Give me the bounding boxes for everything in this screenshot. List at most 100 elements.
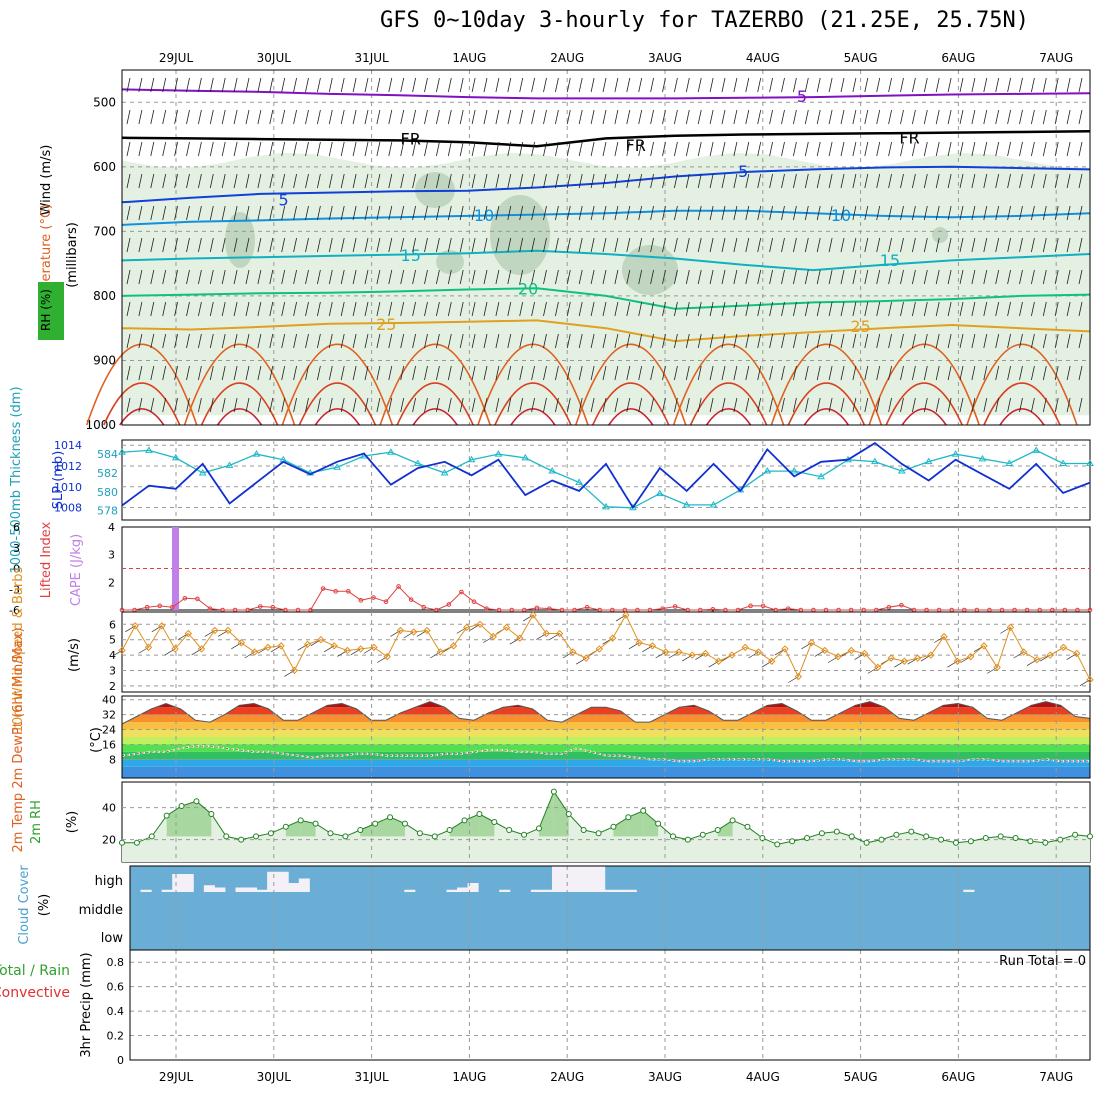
rh-marker bbox=[804, 835, 811, 841]
rh-marker bbox=[312, 820, 319, 827]
wind-barb bbox=[174, 141, 178, 157]
wind-barb bbox=[1078, 301, 1083, 317]
wind-barb bbox=[947, 301, 952, 317]
isotherm-arc bbox=[787, 382, 866, 426]
wind-barb bbox=[293, 141, 297, 157]
wind-barb bbox=[1042, 397, 1047, 413]
wind-barb bbox=[1054, 269, 1059, 285]
wind-barb bbox=[150, 365, 155, 381]
wind-barb bbox=[209, 301, 214, 317]
wind-barb bbox=[757, 205, 762, 221]
wind-barb bbox=[245, 109, 250, 125]
wind-barb bbox=[174, 77, 178, 93]
thickness-marker bbox=[602, 502, 610, 510]
wind-barb bbox=[162, 269, 167, 285]
rh-area-dark bbox=[181, 801, 197, 837]
wind-barb bbox=[995, 77, 1000, 93]
rh-marker bbox=[446, 827, 453, 833]
wind-barb bbox=[626, 109, 631, 125]
isotherm-arc bbox=[705, 408, 752, 426]
wind-barb bbox=[162, 397, 167, 413]
wind-barb bbox=[685, 205, 690, 221]
wind-barb bbox=[245, 237, 250, 253]
wind-tick: 6 bbox=[109, 618, 116, 631]
wind-marker bbox=[807, 639, 816, 647]
wind-barb bbox=[543, 397, 547, 413]
isotherm-arc bbox=[999, 408, 1045, 426]
slp-tick: 1012 bbox=[54, 460, 82, 473]
wind-barb bbox=[233, 205, 238, 221]
wind-barb bbox=[793, 77, 797, 93]
isotherm-arc bbox=[314, 408, 361, 426]
wind-barb bbox=[828, 237, 833, 253]
wind-barb bbox=[590, 333, 595, 349]
wind-barb bbox=[138, 205, 143, 221]
wind-barb bbox=[126, 269, 131, 285]
wind-barb bbox=[186, 141, 190, 157]
wind-barb bbox=[269, 365, 274, 381]
thickness-marker bbox=[548, 467, 557, 474]
wind-barb bbox=[674, 301, 678, 317]
wind-barb bbox=[436, 333, 440, 349]
thickness-marker bbox=[1059, 459, 1067, 467]
wind-barb bbox=[697, 301, 702, 317]
wind-barb bbox=[1066, 205, 1071, 221]
thickness-marker bbox=[387, 448, 395, 455]
wind-barb bbox=[245, 205, 250, 221]
wind-barb bbox=[650, 141, 654, 157]
wind-barb bbox=[864, 333, 869, 349]
wind-barb bbox=[388, 397, 393, 413]
wind-barb bbox=[923, 141, 928, 157]
wind-barb bbox=[376, 173, 381, 189]
rh-marker bbox=[253, 833, 260, 840]
wind-barb bbox=[828, 333, 833, 349]
wind-barb bbox=[221, 109, 226, 125]
li-marker bbox=[383, 599, 389, 605]
wind-barb bbox=[531, 109, 535, 125]
wind-barb bbox=[436, 365, 440, 381]
wind-barb bbox=[138, 237, 143, 253]
wind-barb bbox=[864, 77, 869, 93]
wind-barb bbox=[174, 397, 178, 413]
rh-marker bbox=[327, 830, 334, 837]
rh-area-dark bbox=[464, 814, 480, 837]
rh-marker bbox=[223, 833, 230, 840]
wind-barb bbox=[1054, 237, 1059, 253]
wind-barb bbox=[424, 333, 428, 349]
wind-barb bbox=[900, 301, 904, 317]
wind-barb bbox=[495, 301, 500, 317]
wind-barb bbox=[519, 141, 524, 157]
wind-barb bbox=[1031, 365, 1035, 381]
wind-barb bbox=[650, 365, 654, 381]
li-marker bbox=[534, 605, 540, 611]
wind-barb bbox=[459, 77, 464, 93]
wind-barb bbox=[828, 301, 833, 317]
slp-axis-label: SLP (mb) bbox=[51, 451, 66, 510]
wind-barb bbox=[733, 333, 738, 349]
wind-barb bbox=[697, 269, 702, 285]
wind-barb bbox=[376, 77, 381, 93]
wind-barb bbox=[650, 109, 654, 125]
cloud-high-bar bbox=[140, 889, 152, 892]
wind-barb bbox=[471, 173, 476, 189]
wind-barb bbox=[959, 237, 964, 253]
wind-barb bbox=[852, 109, 857, 125]
wind-barb bbox=[269, 237, 274, 253]
cloud-level-label: high bbox=[95, 874, 123, 889]
wind-barb bbox=[459, 237, 464, 253]
wind-barb bbox=[721, 269, 726, 285]
wind-barb bbox=[566, 237, 571, 253]
wind-barb bbox=[1019, 397, 1023, 413]
wind-barb bbox=[697, 141, 702, 157]
wind-barb bbox=[852, 237, 857, 253]
wind-barb bbox=[828, 205, 833, 221]
wind-barb bbox=[186, 205, 190, 221]
wind-barb bbox=[1054, 141, 1059, 157]
wind-barb bbox=[364, 301, 369, 317]
wind-barb bbox=[162, 173, 167, 189]
wind-barb bbox=[233, 333, 238, 349]
wind-barb bbox=[352, 365, 357, 381]
wind-barb bbox=[257, 205, 262, 221]
rh-area-dark bbox=[285, 820, 301, 837]
